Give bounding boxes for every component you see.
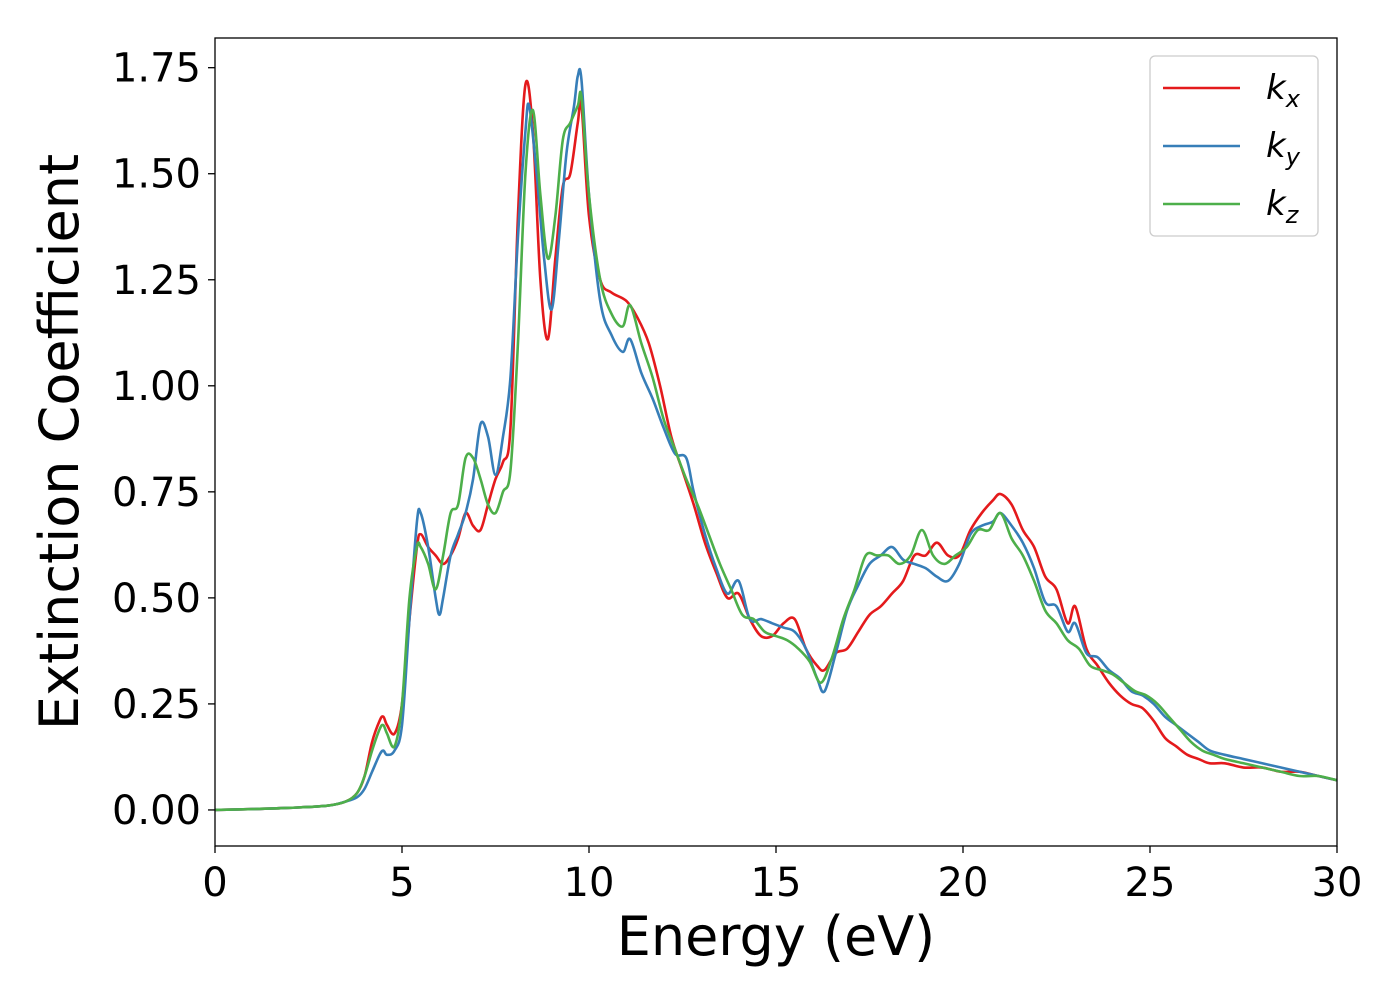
x-tick-label: 10: [564, 860, 615, 906]
series-layer: [215, 67, 1337, 812]
legend-entries: kx ky kz: [1163, 68, 1301, 229]
series-line-z: [215, 90, 1337, 812]
legend-label-y: ky: [1266, 126, 1301, 171]
series-line-x: [215, 79, 1337, 812]
x-tick-label: 30: [1312, 860, 1363, 906]
y-tick-label: 0.50: [112, 576, 201, 622]
legend: kx ky kz: [1149, 55, 1319, 237]
x-tick-label: 0: [202, 860, 227, 906]
x-tick-label: 5: [389, 860, 414, 906]
series-line-y: [215, 67, 1337, 812]
y-tick-label: 1.25: [112, 258, 201, 304]
x-tick-label: 25: [1125, 860, 1176, 906]
x-tick-label: 15: [751, 860, 802, 906]
y-tick-label: 0.00: [112, 788, 201, 834]
y-axis-ticks: 0.00 0.25 0.50 0.75 1.00 1.25 1.50 1.75: [112, 46, 215, 834]
y-axis-title: Extinction Coefficient: [28, 154, 91, 730]
x-axis-ticks: 0 5 10 15 20 25 30: [202, 846, 1362, 906]
y-tick-label: 1.00: [112, 364, 201, 410]
y-tick-label: 0.75: [112, 470, 201, 516]
legend-label-z: kz: [1266, 184, 1300, 229]
legend-label-x: kx: [1266, 68, 1301, 113]
y-tick-label: 0.25: [112, 682, 201, 728]
y-tick-label: 1.75: [112, 46, 201, 92]
x-tick-label: 20: [938, 860, 989, 906]
x-axis-title: Energy (eV): [617, 905, 936, 968]
y-tick-label: 1.50: [112, 152, 201, 198]
